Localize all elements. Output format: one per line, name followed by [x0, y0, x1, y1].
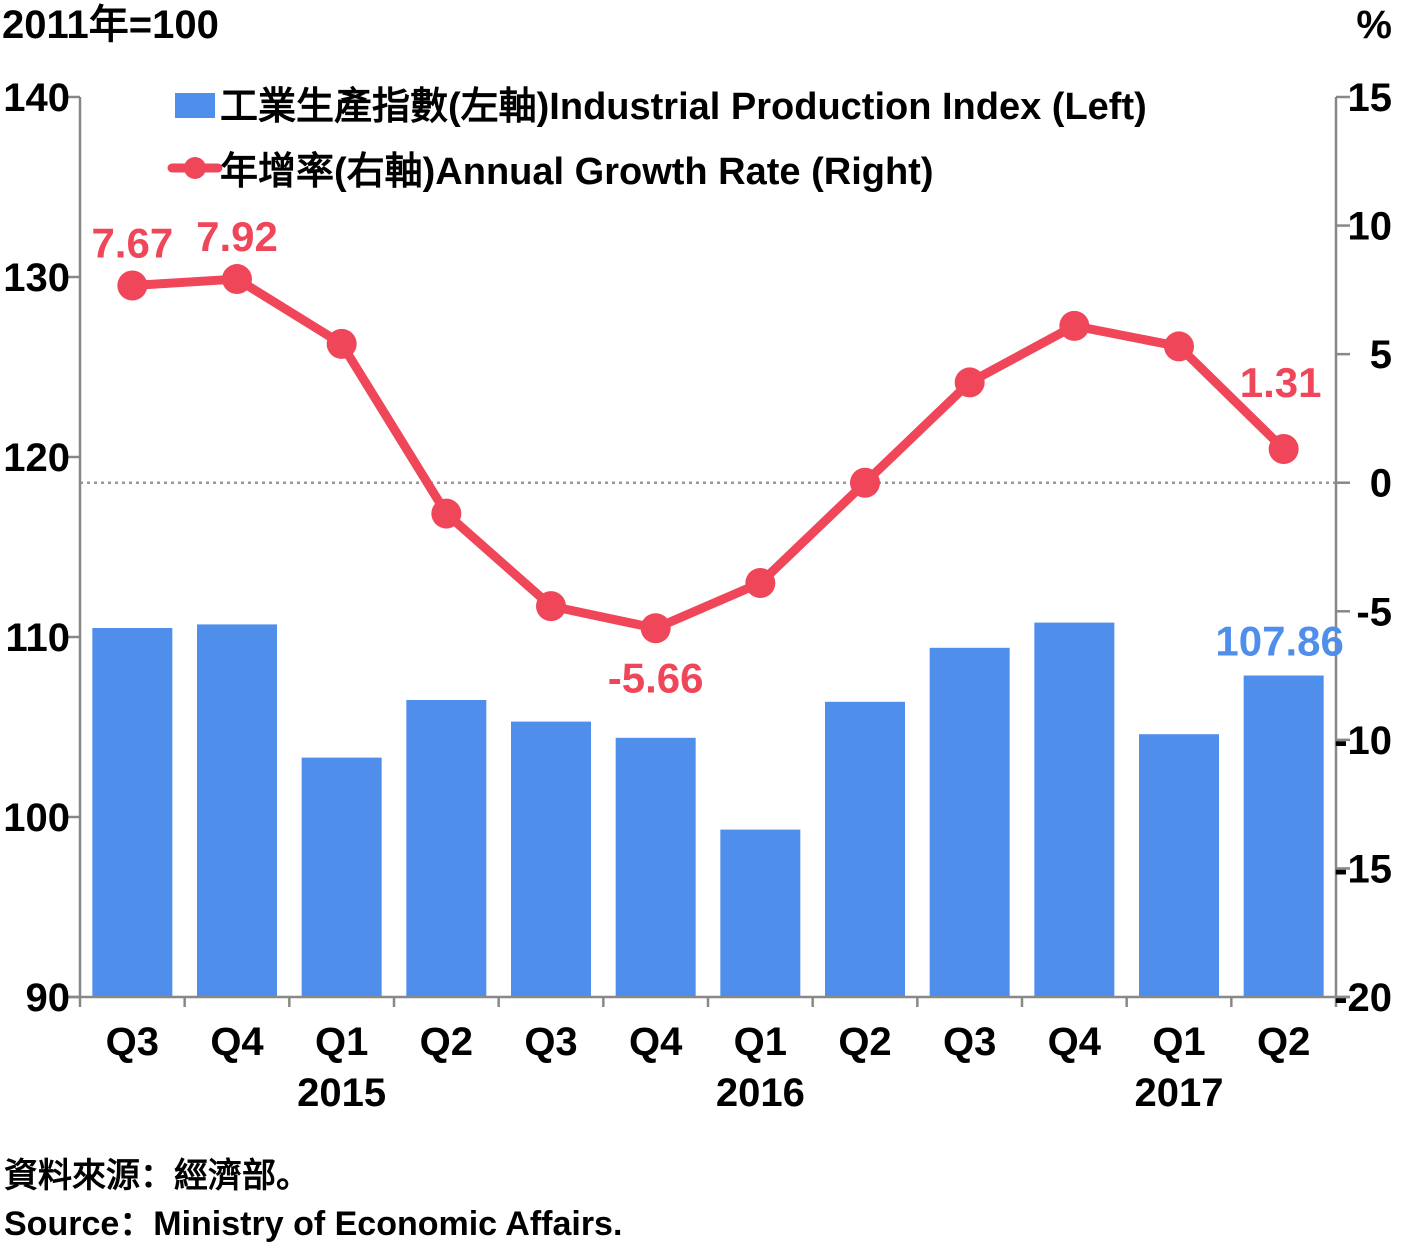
growth-point-11 [1268, 434, 1299, 465]
right-tick-label-4: 0 [1370, 462, 1392, 506]
left-tick-label-4: 130 [3, 256, 70, 300]
bar-5 [615, 737, 696, 997]
bar-3 [406, 700, 487, 997]
left-tick-label-3: 120 [3, 436, 70, 480]
legend-bar-label: 工業生產指數(左軸)Industrial Production Index (L… [220, 85, 1147, 128]
tick-labels: 90 100 110 120 130 140 -20 -15 -10 -5 0 5 10 15 Q3 Q4 Q1… [3, 76, 1392, 1115]
chart: 2011年=100 % 90100110120130140-20-15-10-5… [2, 3, 1392, 1115]
right-tick-label-6: 10 [1348, 205, 1393, 249]
bar-11 [1243, 675, 1324, 997]
x-category-label-1: Q4 [210, 1020, 264, 1064]
x-category-label-3: Q2 [420, 1020, 473, 1064]
x-category-label-11: Q2 [1257, 1020, 1310, 1064]
x-category-label-7: Q2 [838, 1020, 891, 1064]
data-label-0: 7.67 [91, 219, 173, 266]
data-label-4: 107.86 [1215, 618, 1343, 665]
left-tick-label-2: 110 [5, 616, 70, 660]
x-category-label-9: Q4 [1048, 1020, 1102, 1064]
legend-bar-swatch [175, 93, 215, 118]
x-year-label-2: 2017 [1135, 1071, 1224, 1115]
bar-0 [92, 628, 173, 997]
growth-point-8 [954, 367, 985, 398]
data-label-1: 7.92 [196, 213, 278, 260]
legend-line-marker [184, 157, 206, 179]
right-tick-label-3: -5 [1356, 590, 1392, 634]
growth-line [127, 274, 1289, 633]
growth-point-5 [640, 613, 671, 644]
source-note-zh: 資料來源：經濟部。 [4, 1157, 310, 1195]
left-tick-label-0: 90 [26, 976, 71, 1020]
legend: 工業生產指數(左軸)Industrial Production Index (L… [167, 85, 1147, 193]
x-category-label-4: Q3 [524, 1020, 577, 1064]
left-axis-unit-label: 2011年=100 [2, 3, 219, 47]
bar-10 [1139, 734, 1219, 997]
bar-6 [720, 829, 801, 997]
x-category-label-5: Q4 [629, 1020, 683, 1064]
axes [66, 95, 1350, 1007]
growth-point-2 [326, 328, 357, 359]
x-category-label-10: Q1 [1152, 1020, 1205, 1064]
left-tick-label-1: 100 [3, 796, 70, 840]
growth-point-3 [431, 498, 462, 529]
bar-series [92, 622, 1324, 997]
x-category-label-2: Q1 [315, 1020, 368, 1064]
x-category-label-0: Q3 [106, 1020, 159, 1064]
data-labels: 7.67 7.92 -5.66 1.31 107.86 [91, 213, 1343, 701]
data-label-2: -5.66 [608, 654, 704, 701]
bar-9 [1034, 622, 1115, 997]
bar-2 [301, 757, 382, 997]
right-tick-label-5: 5 [1370, 333, 1392, 377]
legend-line-label: 年增率(右軸)Annual Growth Rate (Right) [220, 151, 933, 193]
right-tick-label-7: 15 [1348, 76, 1393, 120]
right-tick-label-1: -15 [1334, 847, 1392, 891]
x-year-label-0: 2015 [297, 1071, 386, 1115]
growth-point-0 [117, 270, 148, 301]
bar-1 [197, 624, 277, 997]
bar-7 [825, 701, 905, 997]
x-category-label-6: Q1 [734, 1020, 787, 1064]
growth-line-series [117, 264, 1299, 644]
right-tick-label-2: -10 [1334, 719, 1392, 763]
x-year-label-1: 2016 [716, 1071, 805, 1115]
bar-8 [929, 647, 1010, 997]
growth-point-7 [850, 467, 880, 498]
right-axis-unit-label: % [1356, 3, 1392, 47]
x-category-label-8: Q3 [943, 1020, 996, 1064]
growth-point-9 [1059, 310, 1090, 341]
growth-point-6 [745, 568, 776, 598]
growth-point-4 [536, 591, 566, 622]
growth-point-1 [222, 264, 252, 295]
left-tick-label-5: 140 [3, 76, 70, 120]
right-tick-label-0: -20 [1334, 976, 1392, 1020]
source-note-en: Source：Ministry of Economic Affairs. [4, 1205, 623, 1243]
bar-4 [511, 721, 591, 997]
growth-point-10 [1164, 331, 1194, 362]
data-label-3: 1.31 [1240, 359, 1322, 406]
